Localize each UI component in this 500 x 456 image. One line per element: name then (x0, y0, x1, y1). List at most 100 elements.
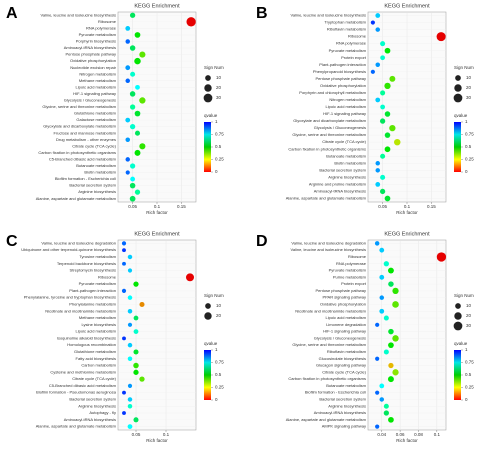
size-legend-title: Sign Num (204, 65, 224, 70)
y-tick-label: Alanine, aspartate and glutamate metabol… (36, 196, 117, 201)
y-tick-label: HIF-1 signaling pathway (73, 91, 116, 96)
y-tick-label: Pentose phosphate pathway (316, 288, 366, 293)
dot (387, 267, 394, 274)
size-legend-dot (204, 312, 212, 320)
x-axis-label: Rich factor (396, 438, 418, 443)
y-tick-label: Homologous recombination (67, 342, 116, 347)
colorbar-label: 0.5 (465, 372, 472, 377)
y-tick-label: Biotin metabolism (334, 160, 366, 165)
size-legend-dot (453, 93, 463, 103)
y-tick-label: Biofilm formation - Escherichia coli (55, 176, 116, 181)
dot (383, 410, 389, 416)
size-legend-label: 20 (216, 313, 222, 318)
size-legend-label: 10 (216, 303, 222, 308)
dot (379, 118, 386, 124)
y-tick-label: Porphyrin biosynthesis (76, 39, 116, 44)
y-tick-label: Butanoate metabolism (76, 163, 116, 168)
y-tick-label: Plant-pathogen interaction (69, 288, 116, 293)
dot (127, 295, 133, 300)
y-tick-label: Lipoic acid metabolism (76, 84, 117, 89)
chart-title: KEGG Enrichment (134, 3, 180, 9)
dot (388, 328, 394, 335)
y-tick-label: Arginine biosynthesis (78, 403, 116, 408)
y-tick-label: Bacterial secretion system (69, 183, 116, 188)
dot (125, 39, 131, 44)
y-tick-label: Lysine biosynthesis (81, 322, 116, 327)
dot (139, 97, 146, 104)
dot (129, 163, 136, 169)
x-tick-label: 0.05 (128, 204, 137, 209)
y-tick-label: Aminoacyl-tRNA biosynthesis (314, 189, 366, 194)
dot (387, 376, 394, 383)
y-tick-label: Arginine and proline metabolism (309, 181, 367, 186)
y-tick-label: Isoquinoline alkaloid biosynthesis (57, 335, 116, 340)
y-tick-label: Alanine, aspartate and glutamate metabol… (36, 424, 117, 429)
colorbar-label: 1 (215, 347, 218, 352)
dot (134, 189, 141, 195)
colorbar-label: 0.25 (465, 157, 474, 162)
dot (375, 322, 380, 327)
colorbar (204, 122, 211, 172)
dot (121, 288, 127, 293)
dot (134, 130, 141, 136)
dot (392, 301, 399, 308)
panel-label: B (256, 5, 268, 22)
y-tick-label: Ribosome (98, 19, 117, 24)
y-tick-label: Biofilm formation - Pseudomonas aerugino… (36, 390, 117, 395)
y-tick-label: Glycine, serine and threonine metabolism (42, 104, 116, 109)
y-tick-label: Protein export (341, 55, 367, 60)
dot (133, 315, 139, 321)
dot (129, 12, 136, 18)
size-legend-dot (205, 303, 211, 309)
y-tick-label: Lipoic acid metabolism (326, 104, 367, 109)
dot (127, 268, 133, 273)
y-tick-label: Citrate cycle (TCA cycle) (72, 376, 116, 381)
x-tick-label: 0.1 (154, 204, 161, 209)
x-tick-label: 0.05 (378, 204, 387, 209)
size-legend-dot (453, 321, 463, 331)
y-tick-label: Nitrogen metabolism (329, 97, 366, 102)
x-tick-label: 0.08 (414, 432, 423, 437)
size-legend-title: Sign Num (454, 65, 474, 70)
dot (384, 47, 391, 54)
y-tick-label: Oxidative phosphorylation (70, 58, 116, 63)
y-tick-label: Carbon metabolism (81, 363, 116, 368)
y-tick-label: Pyruvate metabolism (79, 281, 117, 286)
y-tick-label: HIF-1 signaling pathway (323, 329, 366, 334)
y-tick-label: Tyrosine metabolism (79, 254, 116, 259)
dot (375, 182, 381, 187)
x-tick-label: 0.1 (163, 432, 170, 437)
dot (122, 248, 126, 253)
y-tick-label: PPAR signaling pathway (322, 295, 366, 300)
dot (384, 111, 391, 117)
y-tick-label: Valine, leucine and isoleucine degradati… (291, 240, 366, 245)
y-tick-label: Methane metabolism (79, 78, 117, 83)
y-tick-label: Biofilm formation - Escherichia coli (305, 390, 366, 395)
colorbar-label: 0.75 (215, 132, 224, 137)
y-tick-label: Pentose phosphate pathway (316, 76, 366, 81)
y-tick-label: Lipoic acid metabolism (76, 329, 117, 334)
dot (389, 124, 396, 132)
dot (375, 161, 381, 166)
y-tick-label: Drug metabolism - other enzymes (56, 137, 116, 142)
colorbar-label: 0 (215, 397, 218, 402)
y-tick-label: Carbon fixation in photosynthetic organi… (288, 146, 366, 151)
y-tick-label: Phenylpropanoid biosynthesis (313, 69, 366, 74)
y-tick-label: Bacterial secretion system (69, 397, 116, 402)
y-tick-label: RNA polymerase (336, 261, 367, 266)
dot (436, 252, 447, 262)
dot (383, 403, 389, 409)
y-tick-label: Tryptophan metabolism (324, 20, 366, 25)
dot (134, 149, 141, 156)
dot (139, 51, 146, 58)
y-tick-label: Aminoacyl-tRNA biosynthesis (64, 45, 116, 50)
plot-frame (367, 239, 447, 431)
colorbar-label: 0.75 (215, 360, 224, 365)
y-tick-label: Purine metabolism (333, 274, 367, 279)
y-tick-label: Bacterial secretion system (319, 397, 366, 402)
dot (379, 247, 385, 253)
chart-title: KEGG Enrichment (384, 231, 430, 237)
y-tick-label: Citrate cycle (TCA cycle) (72, 143, 116, 148)
dot (380, 41, 386, 47)
colorbar-label: 0.75 (465, 360, 474, 365)
